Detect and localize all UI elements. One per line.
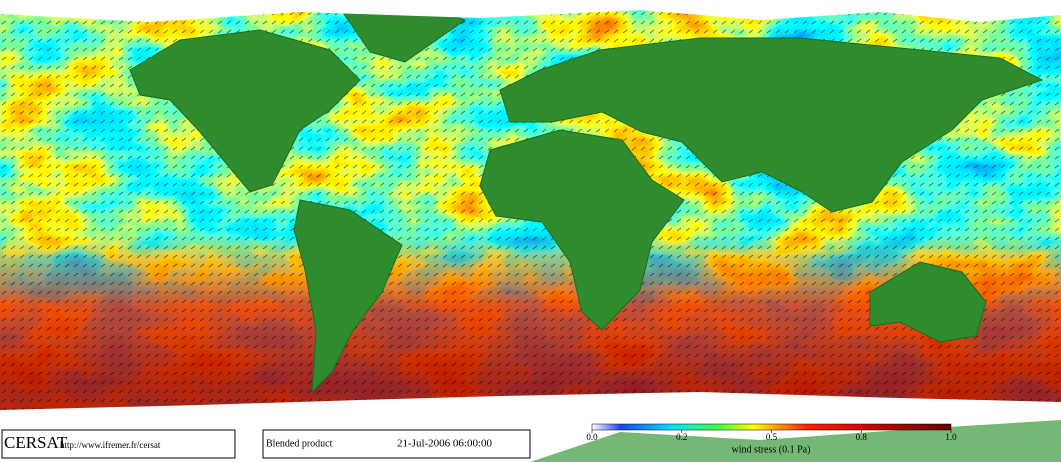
logo-box bbox=[1, 429, 236, 459]
australia bbox=[869, 261, 987, 343]
arctic-ice bbox=[0, 0, 1061, 22]
colorbar-tick-label: 0.0 bbox=[586, 432, 598, 442]
africa bbox=[479, 129, 685, 331]
antarctica-land bbox=[530, 420, 1061, 462]
colorbar-tick-label: 0.5 bbox=[766, 432, 778, 442]
product-box bbox=[262, 429, 531, 459]
url: http://www.ifremer.fr/cersat bbox=[60, 440, 161, 450]
product: Blended product bbox=[266, 438, 333, 449]
colorbar-tick-label: 1.0 bbox=[945, 432, 957, 442]
colorbar-label: wind stress (0.1 Pa) bbox=[732, 444, 811, 455]
north-america bbox=[129, 29, 361, 193]
colorbar-tick-label: 0.2 bbox=[676, 432, 687, 442]
south-america bbox=[293, 199, 403, 394]
logo: CERSAT bbox=[4, 433, 68, 452]
antarctic-ice bbox=[0, 392, 1061, 425]
colorbar-tick-label: 0.8 bbox=[856, 432, 868, 442]
eurasia bbox=[499, 37, 1044, 213]
timestamp: 21-Jul-2006 06:00:00 bbox=[397, 438, 493, 450]
colorbar bbox=[591, 423, 952, 431]
